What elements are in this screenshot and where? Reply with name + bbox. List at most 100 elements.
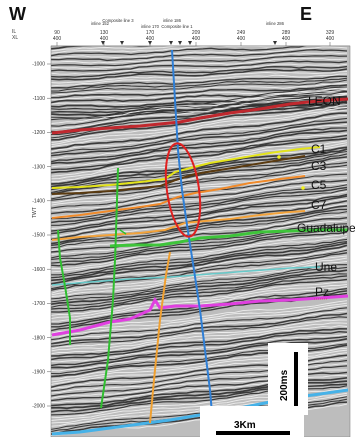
seismic-reflector — [51, 302, 348, 336]
inline-marker-icon — [169, 41, 173, 45]
seismic-reflector — [51, 46, 348, 59]
seismic-reflector — [51, 95, 348, 108]
horizon-guadalupe — [109, 228, 348, 248]
top-tick-xl-label: 400 — [282, 36, 291, 42]
seismic-reflector — [51, 322, 348, 352]
seismic-reflector — [51, 335, 348, 367]
seismic-reflector — [51, 211, 348, 249]
seismic-reflector — [51, 235, 348, 273]
seismic-reflector — [51, 188, 348, 226]
seismic-reflector — [51, 107, 348, 119]
top-tick-xl-label: 400 — [146, 36, 155, 42]
depth-tick-label: -1700 — [32, 301, 45, 307]
depth-tick-label: -2000 — [32, 404, 45, 410]
seismic-reflector — [51, 307, 348, 341]
top-tick-label: 170 — [146, 30, 155, 36]
top-tick-xl-label: 400 — [100, 36, 109, 42]
horizontal-scale-label: 3Km — [234, 420, 256, 431]
horizon-une — [51, 266, 321, 286]
top-tick-xl-label: 400 — [192, 36, 201, 42]
inline-marker-label: inline 152 — [91, 21, 110, 26]
inline-marker-icon — [178, 41, 182, 45]
depth-tick-label: -1200 — [32, 130, 45, 136]
inline-marker-icon — [101, 41, 105, 45]
seismic-reflector — [51, 129, 348, 165]
east-label: E — [300, 4, 312, 24]
inline-marker-icon — [120, 41, 124, 45]
fault-green-3 — [119, 229, 127, 235]
seismic-reflector — [51, 106, 348, 146]
seismic-reflector — [51, 233, 348, 270]
top-tick-label: 130 — [100, 30, 109, 36]
seismic-reflector — [51, 273, 348, 308]
seismic-reflector — [51, 214, 348, 251]
seismic-reflector — [51, 60, 348, 72]
seismic-reflector — [51, 184, 348, 220]
seismic-reflector — [51, 223, 348, 259]
seismic-reflector — [51, 114, 348, 153]
vertical-scale-box — [268, 343, 308, 415]
seismic-reflector — [51, 238, 348, 276]
seismic-reflector — [51, 252, 348, 291]
seismic-reflector — [51, 275, 348, 310]
seismic-reflector — [51, 191, 348, 230]
seismic-reflector — [51, 269, 348, 306]
depth-tick-label: -1300 — [32, 164, 45, 170]
seismic-reflector — [51, 91, 348, 127]
seismic-reflector — [51, 242, 348, 282]
horizon-c3 — [51, 155, 306, 195]
depth-tick-label: -1400 — [32, 199, 45, 205]
seismic-reflector — [51, 46, 307, 57]
seismic-reflector — [51, 319, 348, 350]
seismic-reflector — [51, 71, 348, 84]
inline-marker-icon — [188, 41, 192, 45]
seismic-reflector — [51, 330, 348, 361]
depth-tick-label: -1500 — [32, 233, 45, 239]
top-tick-xl-label: 400 — [237, 36, 246, 42]
seismic-reflector — [51, 140, 348, 177]
west-label: W — [9, 4, 26, 24]
seismic-reflector — [51, 132, 348, 168]
label-c3: C3 — [311, 159, 327, 173]
seismic-reflector — [51, 137, 348, 174]
inline-marker-label: inline 286 — [266, 21, 285, 26]
top-tick-label: 249 — [237, 30, 246, 36]
depth-tick-label: -1800 — [32, 335, 45, 341]
axis-row1-label: IL — [12, 29, 16, 35]
depth-axis-label: TWT — [32, 207, 38, 218]
label-pz: Pz — [315, 285, 329, 299]
label-leon: LEON — [308, 94, 341, 108]
top-tick-label: 90 — [54, 30, 60, 36]
depth-tick-label: -1100 — [33, 96, 46, 102]
seismic-reflector — [51, 63, 348, 75]
seismic-reflector — [51, 186, 348, 224]
horizon-c5 — [51, 175, 306, 219]
seismic-reflector — [51, 240, 348, 279]
seismic-reflector — [51, 123, 348, 160]
seismic-reflector — [51, 217, 348, 253]
seismic-reflector — [51, 144, 348, 183]
top-tick-xl-label: 400 — [53, 36, 62, 42]
seismic-reflector — [51, 104, 348, 144]
seismic-reflector — [51, 249, 348, 290]
seismic-reflector — [51, 316, 348, 347]
seismic-reflector — [51, 46, 183, 52]
horizon-pz — [51, 294, 349, 337]
fault-green-1 — [57, 229, 71, 345]
inline-marker-label: inline 186 — [163, 18, 182, 23]
seismic-reflector — [51, 77, 348, 92]
seismic-reflector — [51, 310, 348, 343]
well-path — [171, 49, 215, 437]
seismic-reflector — [51, 244, 348, 285]
horizon-c7 — [51, 210, 306, 241]
seismic-reflector — [51, 65, 348, 78]
seismic-reflector — [51, 264, 348, 300]
seismic-reflector — [51, 121, 348, 157]
seismic-reflector — [51, 150, 348, 191]
seismic-reflector — [51, 57, 348, 70]
seismic-reflector — [51, 117, 348, 154]
seismic-reflector — [51, 49, 348, 62]
depth-tick-label: -1600 — [32, 267, 45, 273]
depth-axis: -1000 -1100 -1200 -1300 -1400 -1500 -1600 -1700… — [32, 62, 51, 410]
seismic-reflector — [51, 134, 348, 171]
